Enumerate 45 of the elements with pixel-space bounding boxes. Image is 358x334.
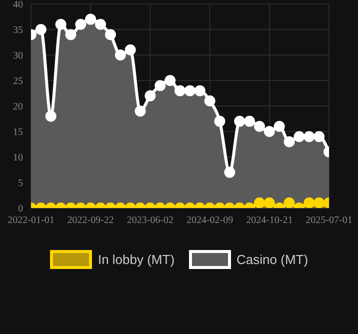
point: [144, 90, 156, 102]
point: [85, 14, 96, 25]
point: [104, 29, 116, 40]
point: [174, 85, 186, 96]
point: [154, 80, 166, 92]
point: [284, 136, 295, 148]
legend-label: In lobby (MT): [98, 252, 175, 267]
x-tick-label: 2022-01-01: [8, 215, 54, 226]
point: [274, 120, 285, 132]
y-tick-label: 35: [13, 25, 23, 36]
y-tick-label: 0: [18, 204, 23, 215]
x-tick-label: 2024-02-09: [186, 215, 234, 226]
point: [134, 106, 146, 117]
legend-label: Casino (MT): [236, 252, 308, 267]
point: [314, 131, 325, 142]
point: [55, 18, 66, 30]
y-tick-label: 10: [13, 152, 23, 164]
y-tick-label: 20: [13, 102, 23, 113]
point: [75, 18, 86, 30]
point: [184, 85, 196, 96]
y-tick-label: 5: [18, 178, 23, 190]
point: [65, 29, 76, 40]
x-tick-label: 2025-07-01: [306, 215, 352, 226]
point: [124, 44, 136, 56]
point: [254, 120, 265, 132]
point: [204, 95, 216, 106]
y-tick-label: 30: [13, 50, 23, 62]
y-tick-label: 15: [13, 127, 23, 138]
point: [214, 116, 226, 127]
point: [35, 24, 46, 35]
point: [244, 116, 256, 127]
point: [304, 131, 315, 142]
point: [294, 131, 305, 142]
x-tick-label: 2024-10-21: [246, 215, 293, 226]
x-tick-label: 2023-06-02: [126, 215, 174, 226]
x-tick-label: 2022-09-22: [67, 215, 114, 226]
point: [114, 50, 126, 60]
point: [264, 126, 275, 137]
point: [164, 75, 176, 86]
y-tick-label: 25: [13, 76, 23, 88]
point: [95, 18, 106, 30]
point: [45, 110, 56, 122]
y-tick-label: 40: [13, 0, 23, 11]
point: [234, 116, 246, 127]
point: [194, 85, 206, 96]
